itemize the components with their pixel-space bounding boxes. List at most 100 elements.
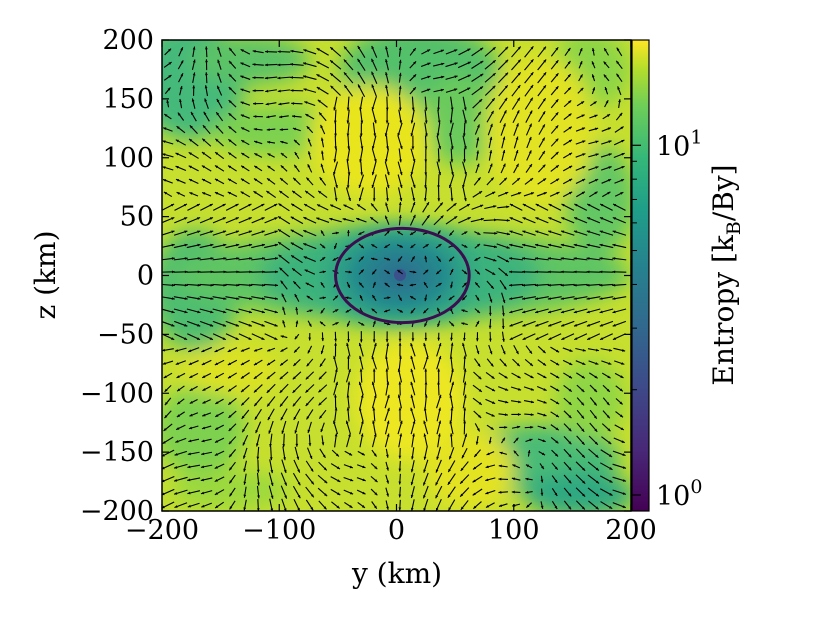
velocity-arrow-head (201, 362, 205, 365)
velocity-arrow-head (163, 127, 167, 131)
velocity-arrow-head (333, 420, 336, 424)
velocity-arrow-head (475, 338, 479, 342)
velocity-arrow-head (621, 139, 625, 143)
velocity-arrow-head (228, 388, 232, 392)
contour-line (334, 226, 471, 325)
velocity-arrow-head (187, 504, 191, 508)
patch-top-middle-2 (420, 75, 500, 165)
velocity-arrow-head (515, 437, 519, 441)
velocity-arrow-head (215, 427, 219, 430)
velocity-arrow-head (385, 202, 388, 206)
velocity-arrow-head (505, 192, 509, 195)
velocity-arrow-head (489, 351, 493, 355)
velocity-arrow-head (316, 61, 320, 65)
velocity-arrow-head (509, 230, 513, 234)
velocity-arrow-head (606, 388, 610, 392)
velocity-arrow-head (333, 284, 337, 288)
velocity-arrow-head (293, 177, 297, 181)
velocity-arrow-head (171, 283, 175, 287)
velocity-arrow-head (184, 230, 188, 234)
velocity-arrow-head (317, 99, 321, 103)
velocity-arrow-head (586, 323, 591, 327)
velocity-arrow-head (175, 179, 180, 182)
velocity-arrow-head (229, 454, 232, 458)
velocity-arrow-head (322, 454, 326, 458)
velocity-arrow-head (374, 466, 378, 470)
velocity-arrow-head (423, 469, 426, 473)
velocity-arrow-head (522, 297, 526, 300)
velocity-arrow-head (412, 184, 416, 188)
velocity-arrow-head (556, 388, 560, 392)
velocity-arrow-head (385, 46, 388, 50)
velocity-arrow-head (509, 217, 513, 220)
velocity-arrow-head (228, 441, 232, 445)
velocity-arrow-head (228, 152, 232, 156)
velocity-arrow-head (243, 481, 247, 485)
velocity-arrow-head (522, 243, 526, 247)
velocity-arrow-head (439, 202, 443, 206)
velocity-arrow-head (274, 243, 278, 247)
velocity-arrow-head (410, 232, 414, 235)
velocity-arrow-head (197, 323, 201, 327)
velocity-arrow-head (174, 466, 178, 469)
velocity-arrow-head (346, 342, 349, 346)
velocity-arrow-head (530, 413, 534, 416)
velocity-arrow-head (535, 217, 539, 220)
velocity-arrow-head (386, 230, 390, 234)
velocity-arrow-head (297, 469, 300, 473)
velocity-arrow-head (503, 123, 506, 127)
velocity-arrow-head (293, 362, 297, 366)
velocity-arrow-head (371, 308, 375, 312)
velocity-arrow-head (517, 59, 521, 63)
velocity-arrow-head (517, 425, 521, 429)
velocity-arrow-head (543, 72, 547, 76)
velocity-arrow-head (203, 111, 207, 115)
velocity-arrow-head (241, 389, 245, 393)
velocity-arrow-head (318, 190, 322, 194)
velocity-arrow-head (556, 375, 560, 379)
velocity-arrow-head (493, 245, 498, 249)
velocity-arrow-head (410, 245, 414, 249)
velocity-arrow-head (316, 48, 320, 51)
velocity-arrow-head (303, 88, 307, 92)
velocity-arrow-head (529, 350, 532, 354)
velocity-arrow-head (612, 337, 617, 340)
velocity-arrow-head (437, 307, 440, 311)
velocity-arrow-head (464, 171, 467, 176)
velocity-arrow-head (274, 217, 278, 220)
velocity-arrow-head (248, 323, 252, 327)
velocity-arrow-head (492, 73, 496, 77)
velocity-arrow-head (214, 479, 218, 482)
velocity-arrow-head (542, 439, 546, 443)
velocity-arrow-head (189, 125, 193, 129)
velocity-arrow-head (529, 110, 533, 114)
velocity-arrow-head (437, 381, 440, 385)
velocity-arrow-head (296, 456, 300, 460)
velocity-arrow-head (463, 107, 467, 111)
velocity-arrow-head (371, 355, 375, 360)
velocity-arrow-head (240, 375, 245, 379)
velocity-arrow-head (398, 214, 402, 218)
velocity-arrow-head (425, 269, 429, 273)
velocity-arrow-head (162, 166, 166, 169)
velocity-arrow-head (474, 453, 478, 457)
velocity-arrow-head (235, 230, 240, 234)
velocity-arrow-head (599, 323, 603, 327)
velocity-arrow-head (228, 427, 232, 432)
velocity-arrow-head (321, 338, 325, 342)
velocity-arrow-head (385, 59, 388, 63)
velocity-arrow-head (492, 47, 496, 51)
velocity-arrow-head (413, 74, 417, 78)
velocity-arrow-head (279, 115, 283, 119)
velocity-arrow-head (447, 494, 451, 498)
velocity-arrow-head (479, 86, 484, 90)
velocity-arrow-head (205, 72, 208, 76)
velocity-arrow-head (171, 243, 175, 247)
velocity-arrow-head (494, 218, 497, 222)
velocity-arrow-head (480, 73, 484, 77)
velocity-arrow-head (347, 323, 350, 327)
velocity-arrow-head (477, 363, 481, 367)
velocity-arrow-head (164, 415, 168, 419)
velocity-arrow-head (214, 492, 219, 495)
velocity-arrow-head (309, 455, 313, 459)
